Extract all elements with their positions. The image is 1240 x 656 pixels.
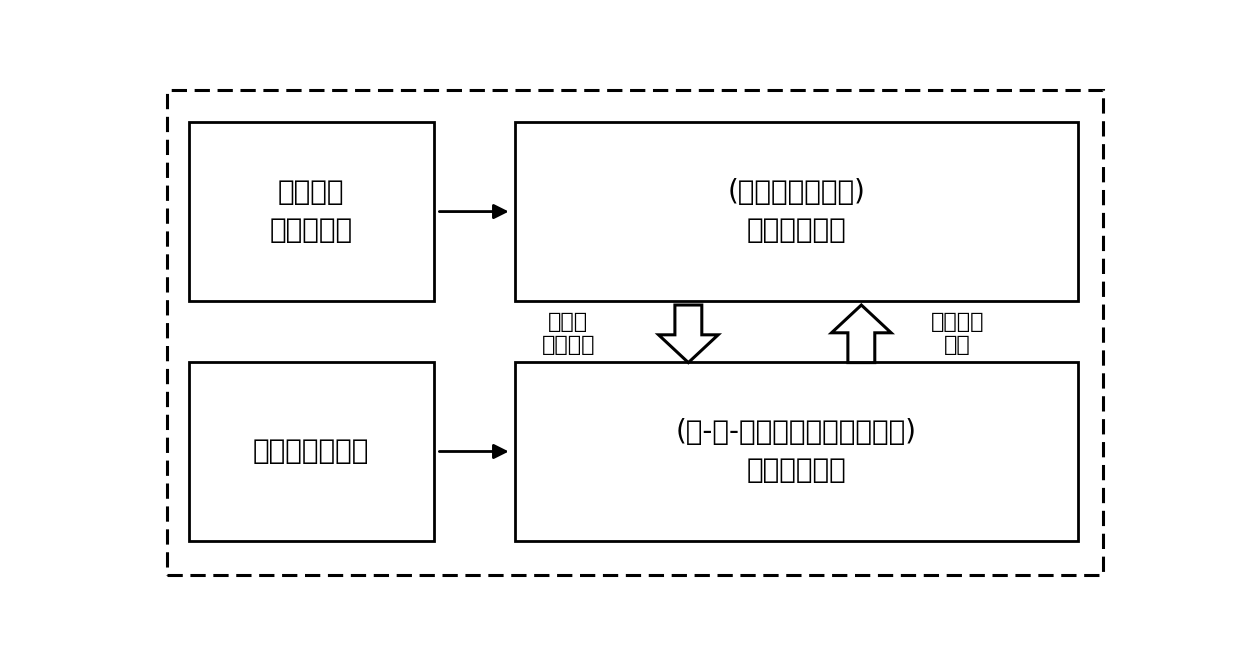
Polygon shape xyxy=(832,305,892,363)
Bar xyxy=(516,121,1078,301)
Text: 二阶锥优化算法: 二阶锥优化算法 xyxy=(253,438,370,465)
Bar xyxy=(188,361,434,541)
Text: 元模型全局: 元模型全局 xyxy=(269,216,352,244)
Bar xyxy=(188,121,434,301)
Text: 优化算法: 优化算法 xyxy=(278,178,345,207)
Text: 期望运行
指标: 期望运行 指标 xyxy=(931,312,985,356)
Text: (容量规划子问题): (容量规划子问题) xyxy=(728,178,866,207)
Text: 下层优化模型: 下层优化模型 xyxy=(746,456,847,484)
Polygon shape xyxy=(658,305,718,363)
Bar xyxy=(516,361,1078,541)
Text: 上层优化模型: 上层优化模型 xyxy=(746,216,847,244)
Text: (源-荷-储协调优化运行子问题): (源-荷-储协调优化运行子问题) xyxy=(676,419,916,446)
Text: 备选的
规划方案: 备选的 规划方案 xyxy=(542,312,595,356)
